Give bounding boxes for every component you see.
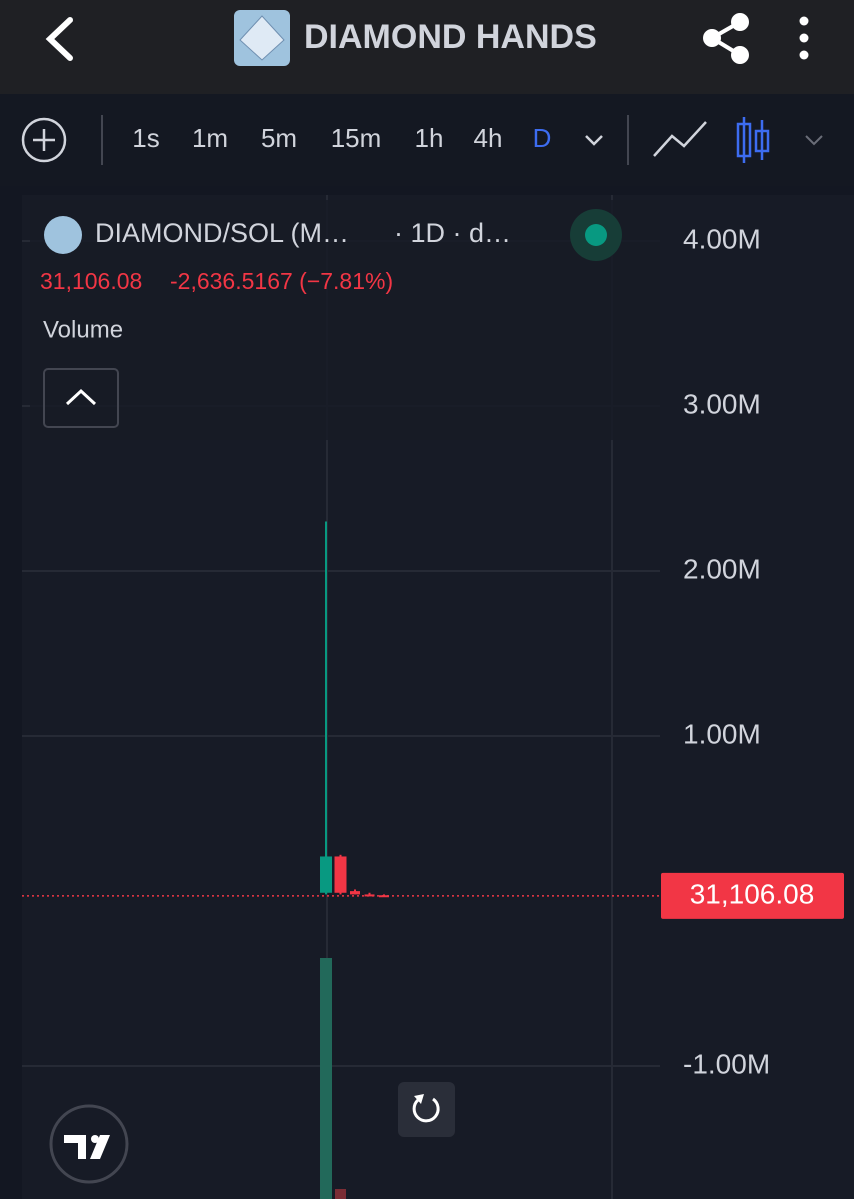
menu-button[interactable] bbox=[799, 16, 809, 60]
last-price: 31,106.08 bbox=[40, 268, 142, 294]
interval-button[interactable]: D bbox=[533, 123, 552, 153]
reset-arrow bbox=[414, 1094, 424, 1104]
page-title: DIAMOND HANDS bbox=[304, 18, 597, 56]
interval-button[interactable]: 1s bbox=[132, 123, 159, 153]
interval-button[interactable]: 15m bbox=[331, 123, 382, 153]
toolbar bbox=[0, 94, 854, 186]
y-tick-label: 4.00M bbox=[683, 223, 761, 254]
candle-body bbox=[364, 894, 375, 897]
tradingview-logo-dot bbox=[91, 1135, 99, 1143]
reset-button[interactable] bbox=[398, 1082, 455, 1137]
collapse-button[interactable] bbox=[43, 368, 119, 428]
interval-dropdown[interactable] bbox=[585, 135, 603, 146]
tradingview-logo-button[interactable] bbox=[49, 1104, 129, 1184]
interval-button[interactable]: 1h bbox=[415, 123, 444, 153]
reset-icon bbox=[412, 1097, 440, 1123]
candle-chart-button[interactable] bbox=[736, 117, 770, 163]
legend-backdrop bbox=[30, 200, 660, 440]
volume-bar bbox=[320, 958, 332, 1199]
token-icon-shape bbox=[239, 15, 285, 61]
status-dot bbox=[585, 224, 607, 246]
y-tick-label: -1.00M bbox=[683, 1048, 770, 1079]
candle-body bbox=[334, 856, 347, 893]
line-chart-button[interactable] bbox=[653, 121, 707, 157]
back-button[interactable] bbox=[45, 17, 73, 61]
collapse-icon bbox=[65, 388, 97, 406]
add-indicator-button[interactable] bbox=[21, 117, 67, 163]
volume-bar bbox=[335, 1189, 346, 1199]
symbol-interval: · 1D · d… bbox=[394, 218, 511, 248]
y-tick-label: 1.00M bbox=[683, 718, 761, 749]
y-tick-label: 2.00M bbox=[683, 553, 761, 584]
interval-button[interactable]: 4h bbox=[474, 123, 503, 153]
y-tick-label: 3.00M bbox=[683, 388, 761, 419]
last-price-tag bbox=[661, 872, 844, 919]
last-price-tag-label: 31,106.08 bbox=[690, 878, 815, 909]
price-change: -2,636.5167 (−7.81%) bbox=[170, 268, 393, 294]
volume-label: Volume bbox=[43, 316, 123, 343]
candle-body bbox=[320, 856, 332, 893]
symbol-icon bbox=[44, 216, 82, 254]
interval-button[interactable]: 5m bbox=[261, 123, 297, 153]
chart-type-dropdown[interactable] bbox=[805, 135, 823, 146]
share-button[interactable] bbox=[703, 13, 749, 64]
interval-button[interactable]: 1m bbox=[192, 123, 228, 153]
top-bar bbox=[0, 0, 854, 94]
symbol-name[interactable]: DIAMOND/SOL (M… bbox=[95, 218, 349, 248]
tradingview-logo bbox=[64, 1135, 110, 1159]
candle-body bbox=[350, 891, 360, 895]
